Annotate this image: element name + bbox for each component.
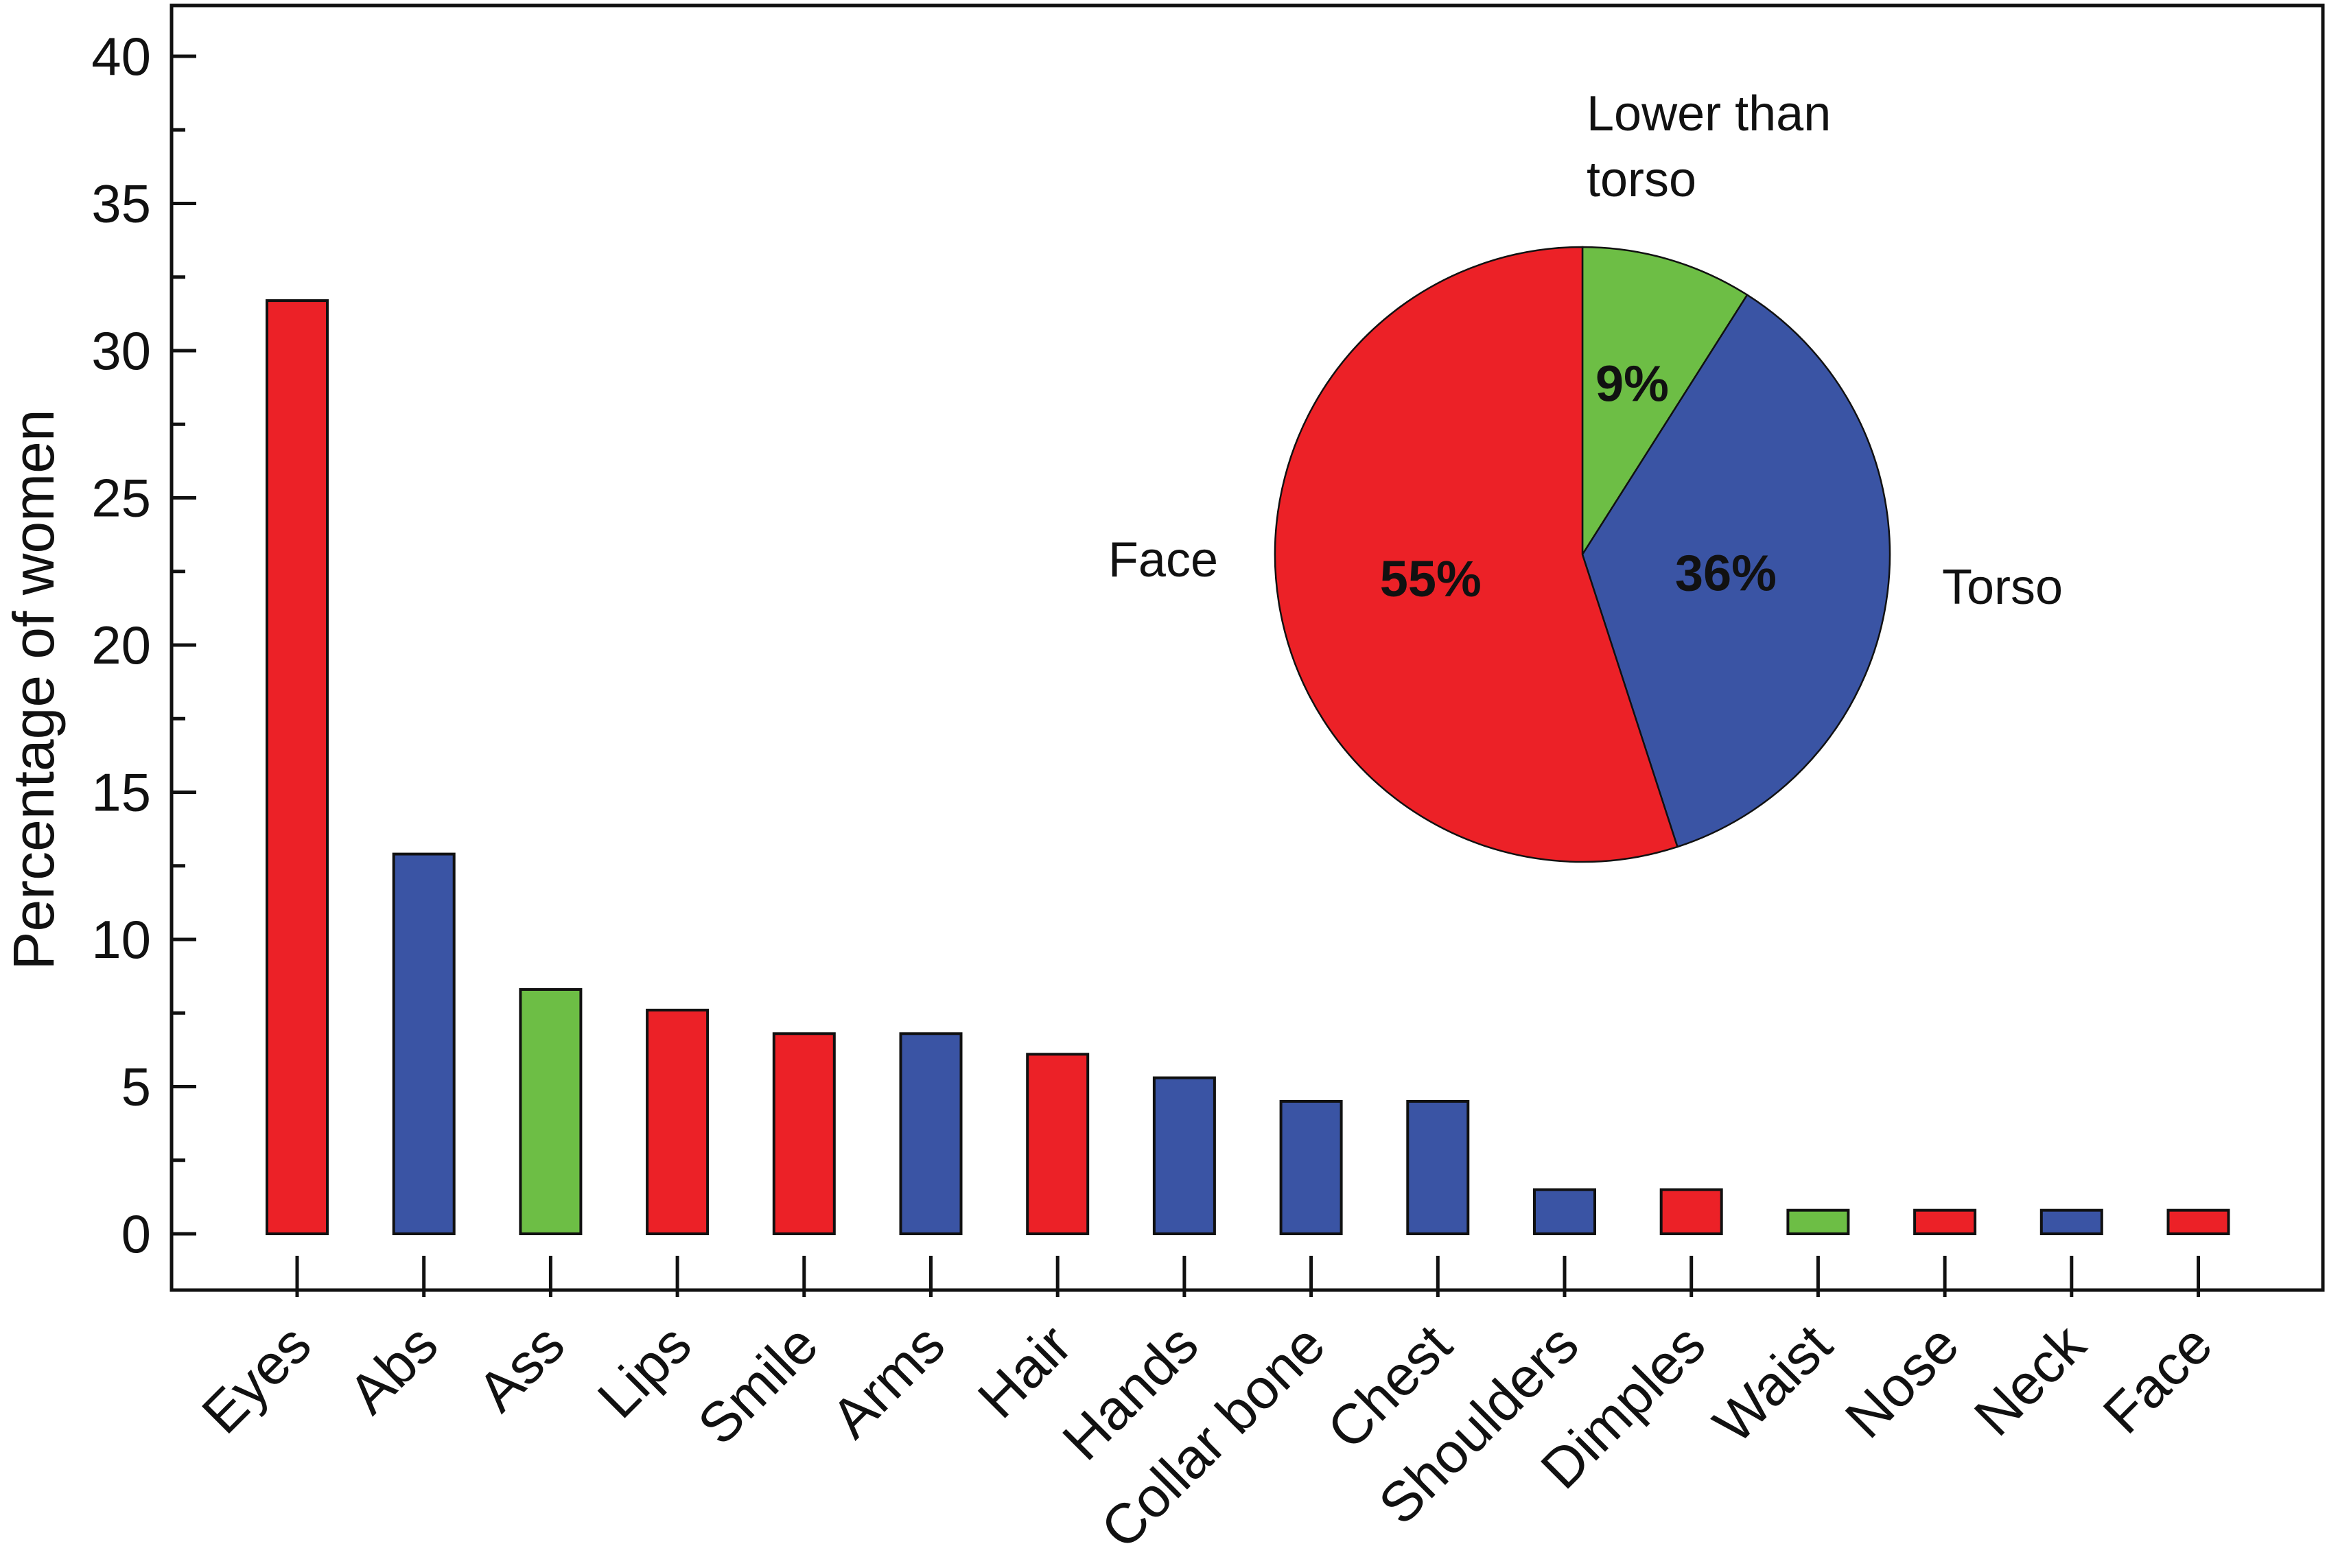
- pie-label-torso: Torso: [1942, 560, 2063, 615]
- pie-slice-torso: [1581, 294, 1891, 848]
- bar-hair: [1026, 1053, 1090, 1236]
- pie-label-face: Face: [1108, 533, 1218, 587]
- bar-smile: [772, 1032, 836, 1236]
- y-tick-label: 20: [91, 615, 151, 675]
- bar-waist: [1786, 1208, 1850, 1236]
- bar-dimples: [1659, 1188, 1723, 1236]
- bar-chest: [1406, 1099, 1470, 1235]
- bar-collar-bone: [1279, 1099, 1343, 1235]
- pie-inset: 9% 36% 55% Lower than torso Torso Face: [1108, 86, 2063, 863]
- bar-nose: [1913, 1208, 1977, 1236]
- bar-abs: [392, 852, 456, 1235]
- pie-value-label: 36%: [1675, 544, 1777, 601]
- x-tick-label: Smile: [686, 1313, 830, 1456]
- y-axis-title: Percentage of women: [1, 409, 66, 970]
- pie-value-label: 55%: [1380, 550, 1482, 607]
- bar-face: [2166, 1208, 2230, 1236]
- x-tick-label: Eyes: [190, 1313, 323, 1445]
- x-tick-label: Arms: [820, 1313, 957, 1450]
- x-tick-label: Face: [2092, 1313, 2224, 1445]
- bar-shoulders: [1533, 1188, 1596, 1236]
- x-tick-label: Nose: [1834, 1313, 1971, 1450]
- pie-value-label: 9%: [1595, 355, 1669, 412]
- bar-neck: [2039, 1208, 2103, 1236]
- pie-label-lower-than-torso: Lower than torso: [1587, 86, 1831, 207]
- y-tick-label: 35: [91, 174, 151, 234]
- y-tick-label: 30: [91, 320, 151, 381]
- pie-slice-face: [1274, 246, 1679, 863]
- x-tick-label: Neck: [1963, 1313, 2098, 1448]
- y-tick-label: 5: [121, 1057, 151, 1117]
- y-tick-label: 25: [91, 468, 151, 528]
- y-tick-label: 10: [91, 909, 151, 970]
- bar-ass: [519, 987, 583, 1236]
- x-tick-label: Abs: [337, 1313, 449, 1425]
- plot-frame: [169, 3, 2325, 1292]
- x-tick-label: Waist: [1702, 1313, 1844, 1455]
- bar-lips: [646, 1008, 710, 1235]
- y-tick-label: 40: [91, 26, 151, 86]
- y-tick-label: 0: [121, 1204, 151, 1264]
- bar-eyes: [266, 299, 329, 1236]
- pie-slice-lower-than-torso: [1581, 246, 1749, 558]
- bar-arms: [899, 1032, 963, 1236]
- bar-hands: [1152, 1076, 1216, 1235]
- x-tick-label: Ass: [466, 1313, 576, 1423]
- y-tick-label: 15: [91, 762, 151, 823]
